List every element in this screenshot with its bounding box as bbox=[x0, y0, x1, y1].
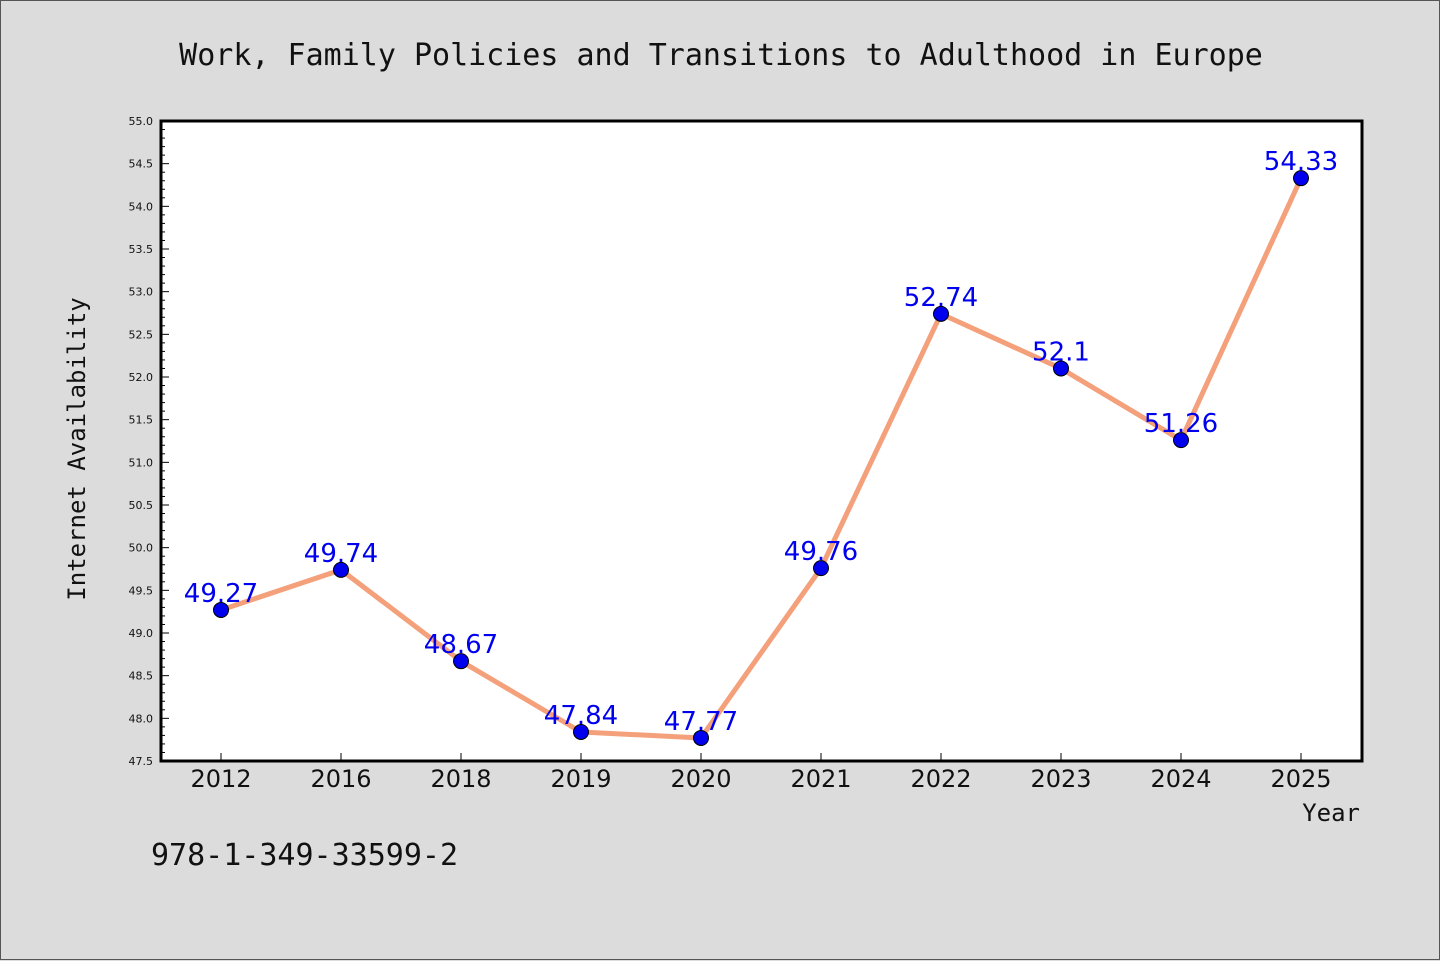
data-label: 49.27 bbox=[184, 579, 258, 609]
y-tick-label: 49.5 bbox=[129, 584, 154, 597]
data-label: 48.67 bbox=[424, 630, 498, 660]
data-point bbox=[573, 723, 589, 740]
footer-isbn: 978-1-349-33599-2 bbox=[151, 838, 458, 873]
x-tick-label: 2018 bbox=[430, 765, 491, 793]
data-point bbox=[693, 729, 709, 746]
x-tick-label: 2012 bbox=[190, 765, 251, 793]
y-tick-label: 51.5 bbox=[129, 414, 154, 427]
x-tick-label: 2021 bbox=[790, 765, 851, 793]
x-tick-label: 2023 bbox=[1030, 765, 1091, 793]
data-point bbox=[213, 601, 229, 618]
data-label: 54.33 bbox=[1264, 147, 1338, 177]
chart-title: Work, Family Policies and Transitions to… bbox=[179, 38, 1263, 73]
data-point bbox=[333, 561, 349, 578]
x-tick-label: 2019 bbox=[550, 765, 611, 793]
data-label: 49.74 bbox=[304, 539, 378, 569]
y-tick-label: 49.0 bbox=[129, 627, 154, 640]
y-tick-label: 53.5 bbox=[129, 243, 154, 256]
x-tick-label: 2022 bbox=[910, 765, 971, 793]
x-tick-label: 2020 bbox=[670, 765, 731, 793]
markers-group bbox=[213, 170, 1309, 746]
data-point bbox=[933, 305, 949, 322]
y-tick-label: 52.5 bbox=[129, 328, 154, 341]
data-point bbox=[813, 560, 829, 577]
data-label: 52.1 bbox=[1032, 337, 1090, 367]
data-label: 47.77 bbox=[664, 707, 738, 737]
data-point bbox=[1293, 170, 1309, 187]
y-tick-label: 47.5 bbox=[129, 755, 154, 768]
y-tick-label: 48.0 bbox=[129, 712, 154, 725]
data-point bbox=[453, 653, 469, 670]
data-label: 47.84 bbox=[544, 701, 618, 731]
x-tick-label: 2025 bbox=[1270, 765, 1331, 793]
data-label: 51.26 bbox=[1144, 409, 1218, 439]
data-label: 49.76 bbox=[784, 537, 858, 567]
series-line bbox=[218, 175, 1304, 741]
data-point bbox=[1053, 360, 1069, 377]
y-tick-label: 48.5 bbox=[129, 670, 154, 683]
y-axis-label: Internet Availability bbox=[63, 297, 91, 600]
y-tick-label: 55.0 bbox=[129, 115, 154, 128]
x-axis-label: Year bbox=[1302, 799, 1360, 827]
y-tick-label: 50.5 bbox=[129, 499, 154, 512]
y-tick-label: 51.0 bbox=[129, 456, 154, 469]
y-axis: 47.5 48.0 48.5 49.0 49.5 50.0 50.5 51.0 51.5 52.0… bbox=[129, 115, 169, 768]
data-label: 52.74 bbox=[904, 283, 978, 313]
x-axis: 2012 2016 2018 2019 2020 2021 2022 2023 2024 2025 bbox=[190, 753, 1332, 793]
data-labels-group: 49.27 49.74 48.67 47.84 47.77 49.76 52.74 52.1 5… bbox=[184, 147, 1338, 737]
y-tick-label: 54.5 bbox=[129, 158, 154, 171]
data-point bbox=[1173, 432, 1189, 449]
y-tick-label: 50.0 bbox=[129, 542, 154, 555]
x-tick-label: 2024 bbox=[1150, 765, 1211, 793]
y-tick-label: 54.0 bbox=[129, 200, 154, 213]
series-line-group bbox=[218, 175, 1304, 741]
y-tick-label: 53.0 bbox=[129, 286, 154, 299]
y-tick-label: 52.0 bbox=[129, 371, 154, 384]
x-tick-label: 2016 bbox=[310, 765, 371, 793]
